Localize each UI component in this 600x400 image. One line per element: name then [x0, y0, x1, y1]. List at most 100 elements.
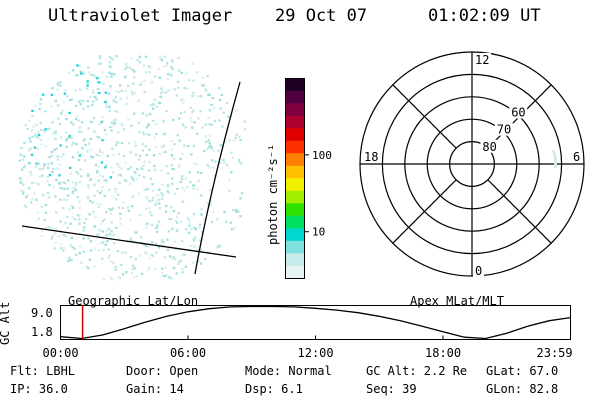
speckle-pixel: [132, 112, 136, 115]
speckle-pixel: [75, 143, 78, 146]
speckle-pixel: [83, 159, 87, 162]
speckle-pixel: [134, 154, 138, 157]
speckle-pixel: [110, 230, 113, 233]
speckle-pixel: [113, 73, 116, 76]
speckle-pixel: [172, 210, 175, 213]
speckle-pixel: [138, 55, 141, 58]
speckle-pixel: [240, 162, 243, 165]
speckle-pixel: [145, 226, 148, 229]
speckle-pixel: [75, 170, 78, 174]
colorbar-segment: [285, 115, 305, 129]
speckle-pixel: [110, 129, 113, 132]
speckle-pixel: [102, 277, 106, 280]
speckle-pixel: [224, 140, 228, 143]
speckle-pixel: [104, 133, 108, 136]
speckle-pixel: [86, 82, 89, 85]
speckle-pixel: [178, 163, 181, 166]
speckle-pixel: [217, 87, 221, 90]
speckle-pixel: [62, 233, 65, 237]
speckle-pixel: [37, 131, 40, 134]
speckle-pixel: [185, 72, 188, 75]
speckle-pixel: [199, 194, 203, 197]
speckle-pixel: [89, 120, 92, 123]
speckle-pixel: [147, 124, 150, 127]
speckle-pixel: [30, 182, 34, 185]
speckle-pixel: [201, 76, 205, 79]
speckle-pixel: [94, 163, 98, 166]
speckle-pixel: [77, 100, 81, 103]
colorbar-ticks: 10 100: [304, 149, 332, 239]
speckle-pixel: [40, 234, 43, 237]
speckle-pixel: [154, 203, 157, 206]
speckle-pixel: [133, 231, 137, 234]
speckle-pixel: [148, 257, 151, 260]
speckle-pixel: [54, 138, 58, 141]
speckle-pixel: [118, 181, 121, 185]
speckle-pixel: [145, 252, 149, 255]
speckle-pixel: [111, 58, 114, 61]
speckle-pixel: [193, 245, 196, 248]
speckle-pixel: [113, 98, 116, 101]
colorbar-segment: [285, 190, 305, 204]
speckle-pixel: [48, 226, 51, 229]
speckle-pixel: [168, 217, 171, 221]
speckle-pixel: [41, 229, 44, 232]
speckle-pixel: [174, 240, 177, 243]
speckle-pixel: [142, 131, 145, 134]
speckle-pixel: [37, 217, 41, 220]
speckle-pixel: [186, 87, 189, 90]
speckle-pixel: [86, 84, 89, 87]
speckle-pixel: [105, 103, 108, 106]
speckle-pixel: [64, 222, 67, 225]
speckle-pixel: [69, 172, 72, 175]
mlt-label-0-bg: [473, 264, 484, 277]
speckle-pixel: [23, 155, 26, 158]
speckle-pixel: [196, 249, 200, 252]
speckle-pixel: [25, 196, 28, 199]
speckle-pixel: [222, 158, 225, 161]
speckle-pixel: [77, 119, 81, 122]
time-label: 01:02:09 UT: [428, 6, 541, 26]
speckle-pixel: [78, 181, 81, 184]
speckle-pixel: [63, 92, 67, 95]
strip-marks: [60, 305, 571, 340]
speckle-pixel: [82, 139, 85, 142]
speckle-pixel: [80, 72, 83, 75]
speckle-pixel: [91, 89, 95, 92]
speckle-pixel: [115, 198, 118, 201]
speckle-pixel: [78, 200, 81, 203]
speckle-pixel: [22, 190, 25, 194]
speckle-pixel: [183, 111, 186, 114]
speckle-pixel: [62, 101, 65, 104]
speckle-pixel: [87, 142, 91, 145]
speckle-pixel: [19, 181, 22, 184]
speckle-pixel: [19, 177, 22, 180]
speckle-pixel: [39, 138, 42, 141]
speckle-pixel: [43, 219, 46, 222]
colorbar-frame: [285, 78, 305, 279]
speckle-pixel: [88, 258, 91, 261]
speckle-pixel: [101, 139, 104, 142]
speckle-pixel: [173, 158, 176, 161]
speckle-pixel: [36, 147, 39, 150]
speckle-pixel: [44, 110, 47, 113]
speckle-pixel: [83, 226, 86, 229]
speckle-pixel: [171, 227, 174, 230]
speckle-pixel: [56, 155, 59, 158]
speckle-pixel: [192, 92, 196, 96]
speckle-pixel: [101, 219, 104, 222]
speckle-pixel: [130, 124, 133, 127]
speckle-pixel: [172, 267, 175, 270]
speckle-pixel: [57, 117, 60, 120]
speckle-pixel: [131, 93, 134, 96]
speckle-pixel: [173, 168, 176, 171]
strip-frame: [60, 305, 571, 340]
speckle-pixel: [28, 137, 31, 140]
speckle-pixel: [131, 195, 135, 198]
speckle-pixel: [178, 69, 181, 72]
footer-seq: Seq: 39: [366, 382, 417, 396]
speckle-pixel: [181, 186, 184, 189]
speckle-pixel: [187, 79, 191, 82]
mlt-label-6-bg: [571, 150, 582, 163]
speckle-pixel: [39, 98, 43, 101]
